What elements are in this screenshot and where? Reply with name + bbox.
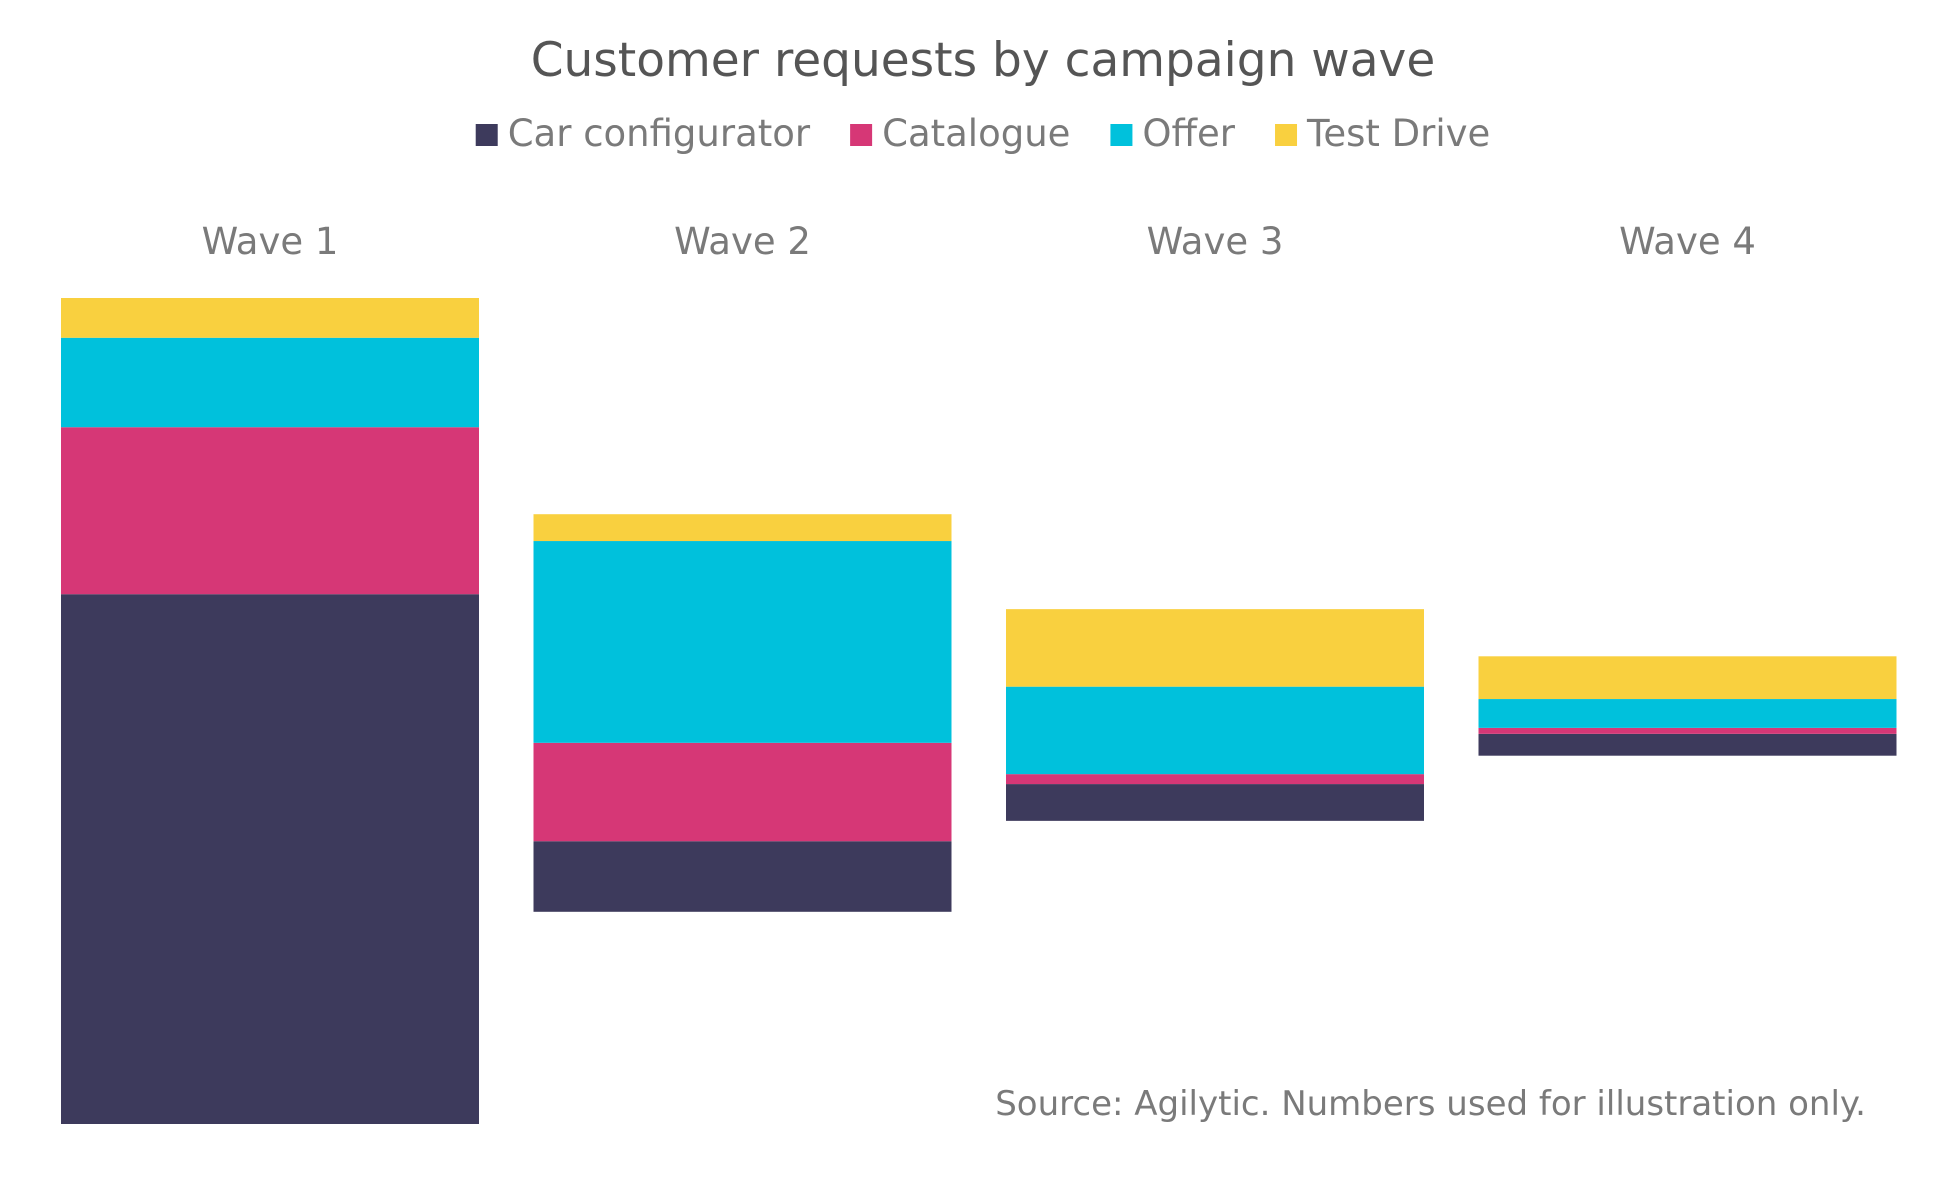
bar-wave-1-catalogue: [61, 427, 479, 595]
bar-wave-4-catalogue: [1478, 727, 1897, 734]
legend-item-offer: Offer: [1110, 112, 1236, 155]
chart-title: Customer requests by campaign wave: [531, 33, 1436, 88]
panel-wave-3: Wave 3: [1006, 220, 1424, 821]
panel-label: Wave 2: [674, 220, 811, 263]
bar-wave-4-car-configurator: [1478, 733, 1897, 756]
bar-wave-2-test-drive: [533, 514, 952, 542]
bar-wave-4-test-drive: [1478, 656, 1897, 700]
bar-wave-2-offer: [533, 541, 952, 743]
legend-item-catalogue: Catalogue: [850, 112, 1070, 155]
bar-wave-4-offer: [1478, 699, 1897, 728]
source-note: Source: Agilytic. Numbers used for illus…: [995, 1084, 1866, 1124]
bar-wave-2-car-configurator: [533, 841, 952, 912]
legend-label: Test Drive: [1306, 112, 1490, 155]
legend-swatch: [850, 124, 873, 146]
legend-item-car-configurator: Car configurator: [475, 112, 811, 155]
panel-label: Wave 3: [1147, 220, 1284, 263]
legend: Car configurator Catalogue Offer Test Drive: [475, 112, 1490, 155]
legend-swatch: [1275, 124, 1298, 146]
panels: Wave 1 Wave 2 Wave 3 Wave 4: [61, 220, 1897, 1124]
panel-label: Wave 4: [1619, 220, 1756, 263]
legend-label: Offer: [1142, 112, 1235, 155]
legend-label: Catalogue: [882, 112, 1070, 155]
legend-swatch: [475, 124, 498, 146]
bar-wave-1-car-configurator: [61, 594, 479, 1124]
panel-wave-1: Wave 1: [61, 220, 479, 1124]
bar-wave-2-catalogue: [533, 742, 952, 842]
legend-swatch: [1110, 124, 1133, 146]
panel-label: Wave 1: [202, 220, 339, 263]
bar-wave-3-offer: [1006, 686, 1424, 775]
panel-wave-4: Wave 4: [1478, 220, 1897, 756]
bar-wave-1-test-drive: [61, 298, 479, 338]
legend-item-test-drive: Test Drive: [1275, 112, 1490, 155]
bar-wave-3-test-drive: [1006, 609, 1424, 687]
panel-wave-2: Wave 2: [533, 220, 952, 912]
bar-wave-3-car-configurator: [1006, 784, 1424, 821]
bar-wave-1-offer: [61, 337, 479, 428]
bar-wave-3-catalogue: [1006, 774, 1424, 785]
legend-label: Car configurator: [508, 112, 811, 155]
